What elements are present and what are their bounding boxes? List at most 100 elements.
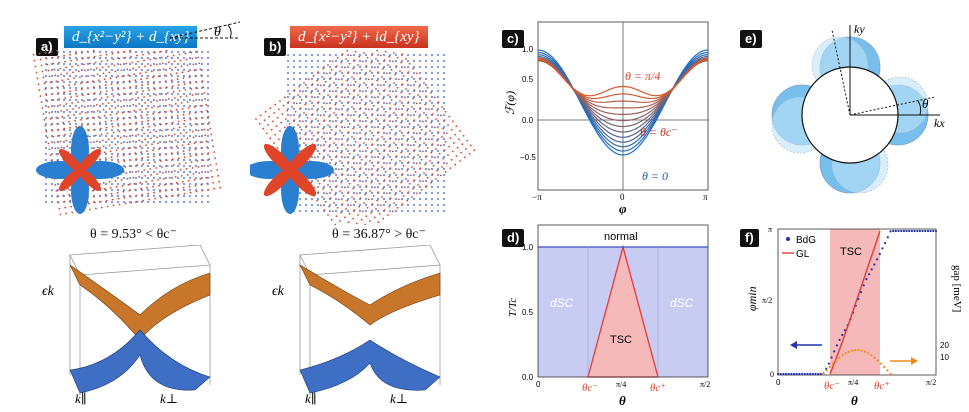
lattice-site-blue: [159, 177, 161, 179]
lattice-site-red: [171, 194, 174, 197]
lattice-site-red: [376, 49, 379, 52]
lattice-site-blue: [45, 81, 47, 83]
lattice-site-red: [365, 155, 368, 158]
panel-c-xtick-2: 0: [620, 192, 625, 202]
lattice-site-red: [178, 53, 181, 56]
lattice-site-blue: [437, 186, 439, 188]
lattice-site-red: [137, 170, 140, 172]
lattice-site-red: [309, 100, 311, 102]
lattice-site-red: [377, 221, 380, 224]
lattice-site-red: [83, 100, 85, 102]
lattice-site-red: [327, 124, 329, 126]
lattice-site-red: [341, 83, 344, 86]
lattice-site-red: [327, 64, 329, 66]
lattice-site-red: [387, 214, 389, 216]
lattice-site-red: [336, 206, 339, 209]
lattice-site-blue: [395, 54, 397, 56]
lattice-site-red: [336, 176, 339, 179]
lattice-site-blue: [69, 75, 71, 77]
lattice-site-blue: [329, 186, 331, 188]
lattice-site-red: [364, 73, 367, 76]
lattice-site-blue: [69, 195, 71, 197]
lattice-site-red: [358, 205, 361, 208]
panel-f-bdg-point: [776, 372, 780, 376]
lattice-site-red: [166, 128, 169, 131]
lattice-site-red: [377, 191, 380, 194]
lattice-site-blue: [305, 108, 307, 110]
lattice-site-red: [120, 179, 123, 181]
lattice-site-blue: [413, 198, 415, 200]
lattice-site-blue: [81, 63, 83, 65]
lattice-site-red: [136, 54, 139, 57]
lattice-site-red: [167, 134, 170, 137]
lattice-site-red: [122, 81, 125, 84]
lattice-site-blue: [105, 183, 107, 185]
lattice-site-red: [427, 138, 430, 141]
panel-d-xtick-3: π/4: [616, 380, 626, 389]
lattice-site-blue: [87, 111, 89, 113]
lattice-site-red: [340, 61, 343, 64]
lattice-site-blue: [299, 54, 301, 56]
lattice-site-red: [133, 73, 136, 76]
lattice-site-red: [358, 145, 361, 148]
lattice-site-blue: [93, 147, 95, 149]
lattice-site-red: [114, 107, 117, 109]
lattice-site-blue: [377, 114, 379, 116]
lattice-site-blue: [377, 96, 379, 98]
lattice-site-blue: [129, 171, 131, 173]
lattice-site-blue: [371, 210, 373, 212]
lattice-site-red: [192, 100, 195, 102]
lattice-site-blue: [135, 165, 137, 167]
lattice-site-red: [55, 153, 58, 156]
lattice-site-red: [141, 157, 144, 160]
lattice-site-blue: [207, 201, 209, 203]
lattice-site-blue: [341, 150, 343, 152]
lattice-site-red: [44, 51, 47, 54]
lattice-site-blue: [383, 192, 385, 194]
lattice-site-red: [180, 175, 183, 177]
lattice-site-red: [133, 146, 136, 149]
lattice-site-red: [78, 107, 80, 109]
lattice-site-blue: [329, 102, 331, 104]
lattice-site-red: [324, 110, 327, 113]
lattice-site-blue: [389, 204, 391, 206]
lattice-site-red: [395, 95, 398, 98]
lattice-site-red: [101, 103, 104, 105]
lattice-site-blue: [287, 66, 289, 68]
lattice-site-blue: [129, 165, 131, 167]
lattice-site-blue: [45, 123, 47, 125]
lattice-site-red: [198, 172, 201, 174]
lattice-site-blue: [437, 150, 439, 152]
lattice-site-blue: [75, 111, 77, 113]
lattice-site-red: [125, 62, 128, 65]
lattice-site-blue: [117, 189, 119, 191]
lattice-site-red: [50, 123, 53, 126]
lattice-site-red: [354, 200, 357, 203]
lattice-site-red: [324, 80, 327, 83]
lattice-site-red: [347, 221, 350, 224]
lattice-site-blue: [165, 69, 167, 71]
lattice-site-blue: [407, 180, 409, 182]
lattice-site-blue: [135, 111, 137, 113]
lattice-site-red: [303, 112, 305, 114]
lattice-site-blue: [341, 168, 343, 170]
lattice-site-red: [327, 184, 329, 186]
lattice-site-red: [106, 205, 109, 208]
lattice-site-blue: [293, 54, 295, 56]
lattice-site-red: [76, 95, 78, 97]
lattice-site-blue: [401, 126, 403, 128]
lattice-site-blue: [353, 84, 355, 86]
lattice-site-red: [171, 85, 174, 87]
panel-f-ytick-1: π: [768, 225, 772, 234]
lattice-site-blue: [165, 177, 167, 179]
lattice-site-blue: [171, 63, 173, 65]
panel-f-bdg-point: [921, 229, 924, 233]
lattice-site-red: [99, 127, 102, 130]
lattice-site-blue: [371, 102, 373, 104]
lattice-site-blue: [183, 75, 185, 77]
lattice-site-blue: [99, 99, 101, 101]
lattice-site-red: [361, 210, 364, 213]
lattice-site-red: [286, 109, 289, 112]
lattice-site-red: [82, 94, 84, 96]
lattice-site-red: [158, 148, 160, 151]
